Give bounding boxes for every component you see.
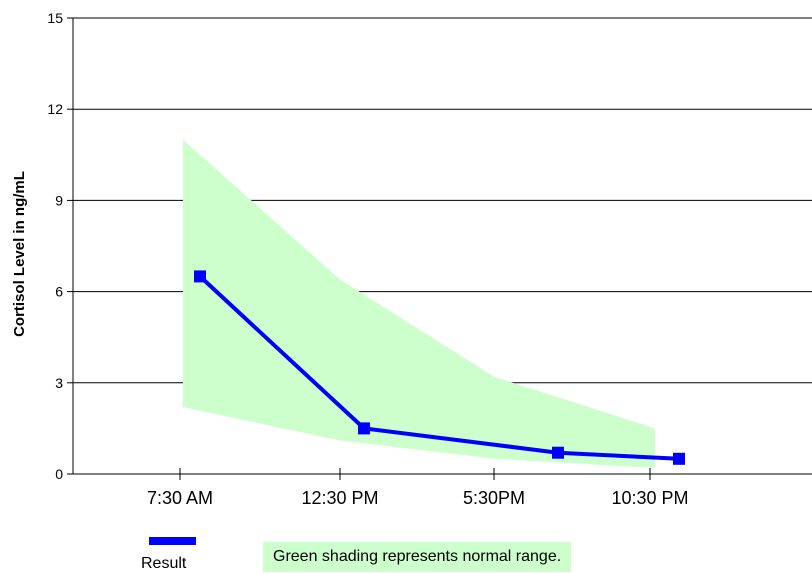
x-tick-label-0: 7:30 AM [147,488,213,508]
y-axis-label: Cortisol Level in ng/mL [11,171,28,337]
result-point-3 [673,452,685,465]
y-tick-label-3: 3 [55,375,63,391]
x-tick-label-2: 5:30PM [463,488,525,508]
result-series-line [198,274,680,461]
normal-range-band [183,139,655,468]
result-point-1 [358,422,370,435]
legend-label-result: Result [141,555,187,572]
result-point-2 [552,446,564,459]
y-tick-label-0: 0 [55,466,63,482]
result-series-points [194,270,685,465]
y-tick-label-9: 9 [55,192,63,208]
axes [72,18,812,475]
normal-range-note: Green shading represents normal range. [263,542,572,572]
legend-swatch-result [149,537,196,545]
y-tick-label-15: 15 [47,10,63,26]
y-axis-ticks: 0 3 6 9 12 15 [47,10,73,482]
y-tick-label-12: 12 [47,101,63,117]
y-tick-label-6: 6 [55,284,63,300]
result-point-0 [194,270,206,283]
x-axis-ticks: 7:30 AM 12:30 PM 5:30PM 10:30 PM [147,468,689,508]
x-tick-label-3: 10:30 PM [611,488,688,508]
x-tick-label-1: 12:30 PM [301,488,378,508]
